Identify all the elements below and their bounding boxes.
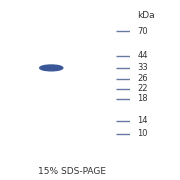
Text: 22: 22: [137, 84, 148, 93]
Ellipse shape: [40, 65, 63, 71]
Text: kDa: kDa: [137, 11, 155, 20]
Text: 70: 70: [137, 27, 148, 36]
Text: 10: 10: [137, 129, 148, 138]
Text: 44: 44: [137, 51, 148, 60]
Text: 14: 14: [137, 116, 148, 125]
Text: 18: 18: [137, 94, 148, 103]
Text: 15% SDS-PAGE: 15% SDS-PAGE: [38, 167, 106, 176]
Text: 26: 26: [137, 74, 148, 83]
Text: 33: 33: [137, 63, 148, 72]
